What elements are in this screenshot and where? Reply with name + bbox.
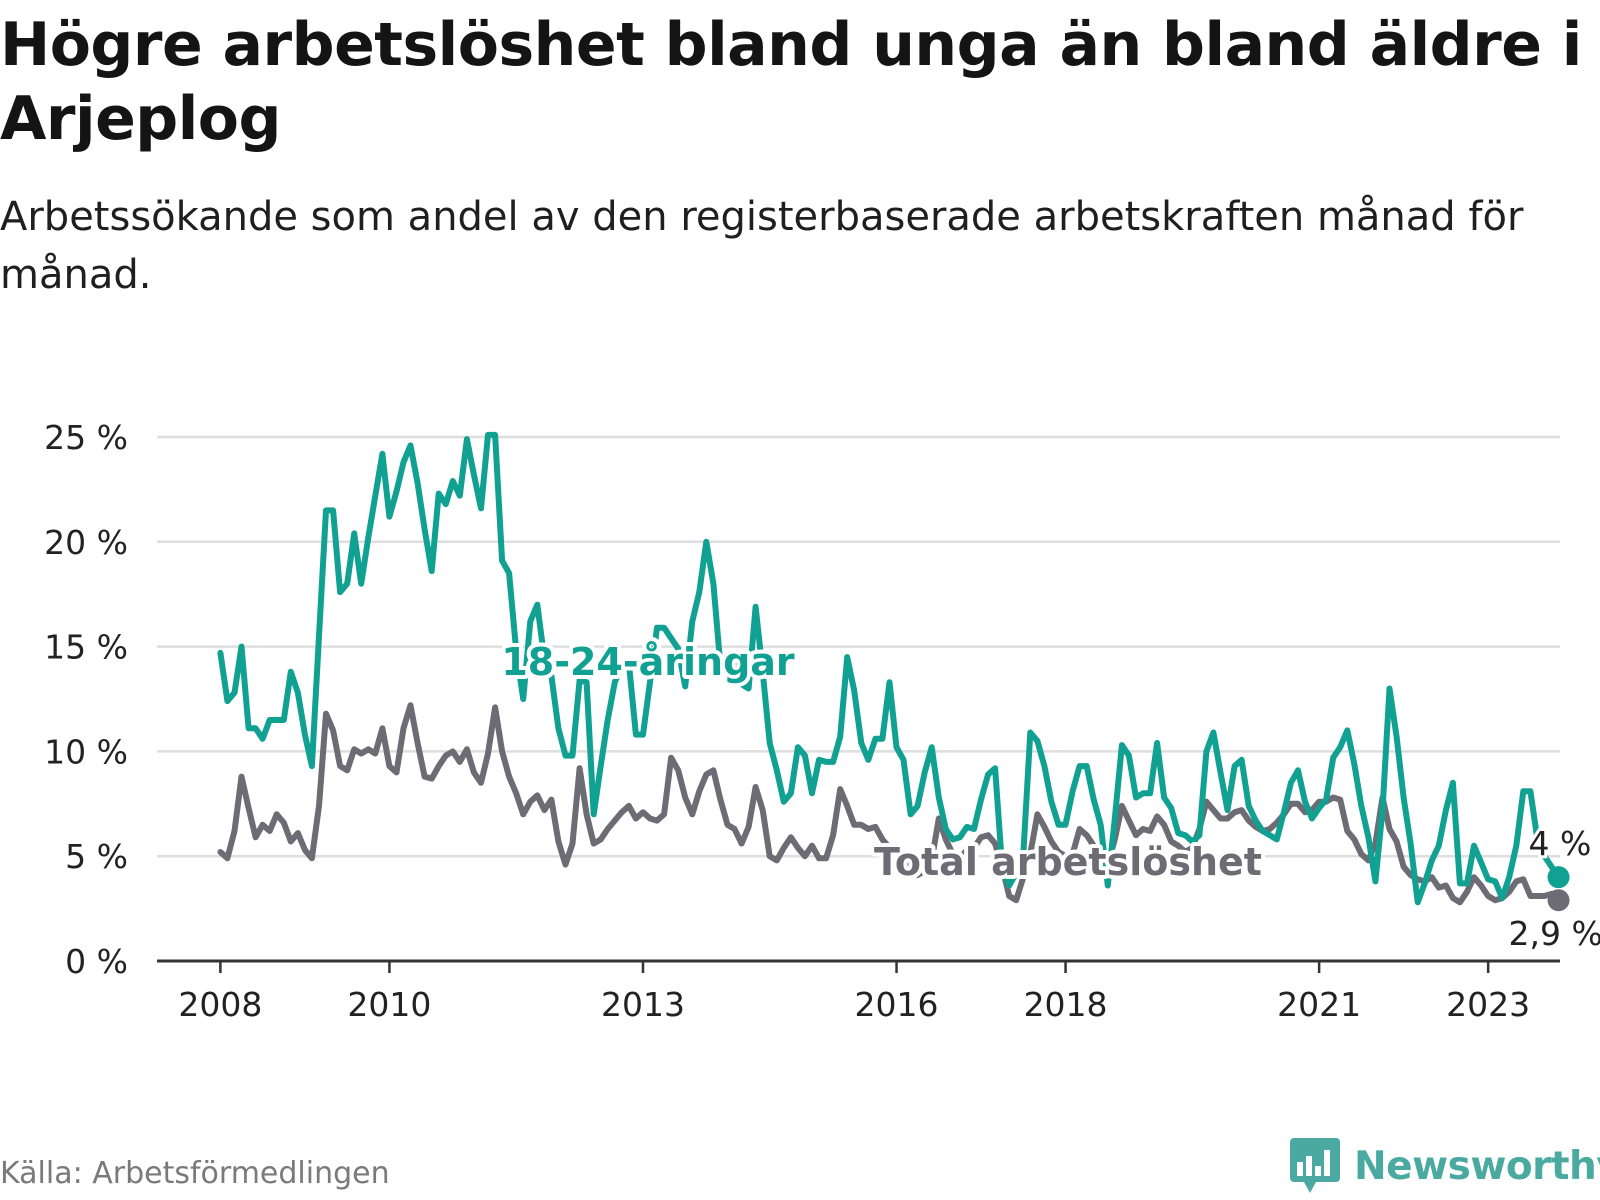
chart-subtitle: Arbetssökande som andel av den registerb… [0, 194, 1524, 298]
gridlines [157, 435, 1560, 858]
series-label: 18-24-åringar [501, 640, 795, 684]
brand-name: Newsworthy [1354, 1143, 1600, 1189]
x-tick-label: 2016 [855, 985, 939, 1024]
y-axis-ticks: 0 % 5 % 10 % 15 % 20 % 25 % [44, 418, 128, 981]
x-axis-ticks: 2008 2010 2013 2016 2018 2021 2023 [157, 959, 1560, 1024]
series-line-youth [217, 431, 1562, 906]
series-labels: 18-24-åringar Total arbetslöshet 4 % 2,9 % [497, 636, 1600, 956]
x-tick-label: 2018 [1024, 985, 1108, 1024]
y-tick-label: 25 % [44, 418, 128, 457]
end-value-label: 4 % [1529, 824, 1592, 863]
newsworthy-logo-icon [1290, 1138, 1340, 1193]
y-tick-label: 15 % [44, 628, 128, 667]
series-label: Total arbetslöshet [874, 840, 1262, 884]
y-tick-label: 0 % [65, 942, 128, 981]
x-tick-label: 2010 [347, 985, 431, 1024]
x-tick-label: 2013 [601, 985, 685, 1024]
chart-title: Högre arbetslöshet bland unga än bland ä… [0, 10, 1582, 154]
x-tick-label: 2008 [178, 985, 262, 1024]
series-lines [217, 431, 1570, 912]
brand-logo: Newsworthy [1290, 1138, 1600, 1194]
source-note: Källa: Arbetsförmedlingen [0, 1156, 390, 1191]
series-end-point [1547, 889, 1570, 912]
series-line-total [217, 702, 1562, 906]
y-tick-label: 20 % [44, 523, 128, 562]
series-end-point [1547, 866, 1570, 889]
end-value-label: 2,9 % [1509, 914, 1600, 953]
y-tick-label: 10 % [44, 732, 128, 771]
x-tick-label: 2023 [1446, 985, 1530, 1024]
line-chart: 0 %5 %10 %15 %20 %25 % 2008 2010 2013 2016 2… [44, 418, 1600, 1024]
y-tick-label: 5 % [65, 837, 128, 876]
x-tick-label: 2021 [1277, 985, 1361, 1024]
